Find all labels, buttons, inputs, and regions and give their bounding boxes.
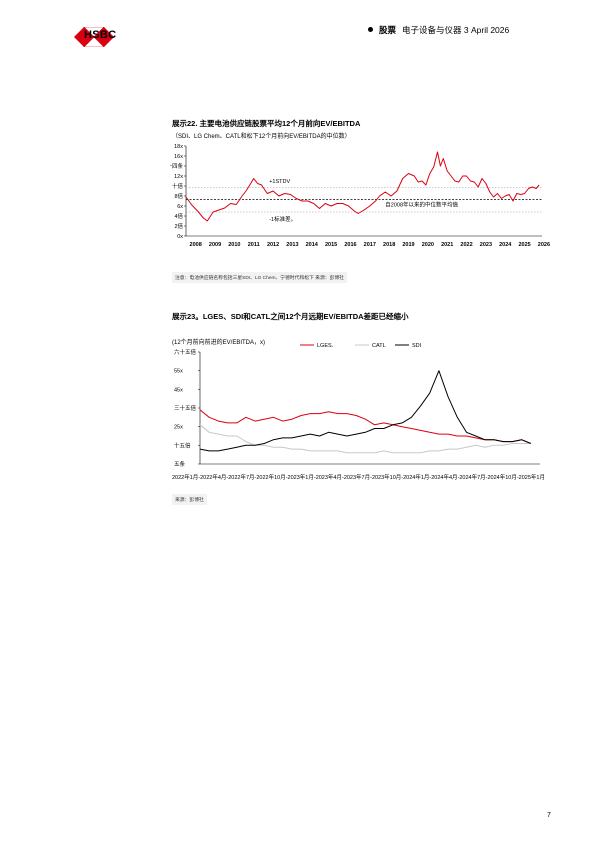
- x-tick-label: 2025: [518, 242, 530, 248]
- legend-label: SDI: [412, 343, 422, 349]
- x-tick-label: 2010: [228, 242, 240, 248]
- chart23-source: 来源：彭博社: [172, 494, 207, 505]
- chart22: 0x 2倍 4倍 6x 8倍 十倍 12x 十四条 16x 18x 2008 2009 2010 2011…: [170, 144, 550, 248]
- y-tick-label: 18x: [174, 144, 183, 150]
- x-tick-label: 2016: [344, 242, 356, 248]
- legend-label: LGES.: [317, 343, 334, 349]
- x-tick-label: 2022: [460, 242, 472, 248]
- page-header: 股票 电子设备与仪器 3 April 2026: [368, 24, 509, 36]
- y-tick-label: 十五倍: [174, 441, 191, 449]
- brand-name: HSBC: [84, 29, 117, 41]
- x-tick-label: 2008: [190, 242, 202, 248]
- section-label: 股票: [379, 25, 397, 35]
- series-line: [185, 151, 540, 222]
- legend-label: CATL: [372, 343, 386, 349]
- chart22-source: 注意：电池供应链名称包括三星SDI、LG Chem、宁德时代和松下 来源：彭博社: [172, 272, 347, 283]
- bullet-icon: [368, 27, 373, 32]
- chart22-subtitle: （SDI、LG Chem、CATL和松下12个月前向EV/EBITDA的中位数）: [172, 134, 351, 140]
- chart23-subtitle: (12个月前向前进的EV/EBITDA，x): [172, 340, 266, 346]
- y-tick-label: 12x: [174, 174, 183, 180]
- y-tick-label: 2倍: [174, 222, 183, 230]
- x-tick-label: 2023: [480, 242, 492, 248]
- page-number: 7: [547, 812, 551, 819]
- x-tick-label: 2021: [441, 242, 453, 248]
- y-tick-label: 16x: [174, 154, 183, 160]
- annotation-minus-stdv: -1标准差。: [269, 215, 296, 223]
- y-tick-label: 三十五倍: [174, 404, 197, 412]
- y-tick-label: 25x: [174, 425, 183, 431]
- x-tick-label: 2026: [538, 242, 550, 248]
- y-tick-label: 55x: [174, 369, 183, 375]
- x-tick-label: 2012: [267, 242, 279, 248]
- x-tick-label: 2013: [286, 242, 298, 248]
- annotation-median: 自2008年以来的中位数平均值: [385, 201, 458, 209]
- x-tick-label: 2017: [364, 242, 376, 248]
- y-tick-label: 4倍: [174, 212, 183, 220]
- x-tick-label: 2015: [325, 242, 337, 248]
- y-tick-label: 十倍: [172, 182, 184, 190]
- series-line-lges: [199, 409, 531, 444]
- annotation-plus-stdv: +1STDV: [269, 179, 290, 185]
- y-tick-label: 六十五倍: [174, 348, 197, 356]
- x-tick-label: 2018: [383, 242, 395, 248]
- chart23: 五条 十五倍 25x 三十五倍 45x 55x 六十五倍 2022年1月-2022年4月-20…: [172, 343, 545, 481]
- x-tick-label: 2011: [248, 242, 260, 248]
- chart23-title: 展示23。LGES、SDI和CATL之间12个月远期EV/EBITDA差距已经缩…: [172, 312, 409, 321]
- series-line-sdi: [199, 370, 531, 452]
- hsbc-logo: [74, 27, 114, 47]
- x-tick-label: 2024: [499, 242, 512, 248]
- x-tick-label: 2009: [209, 242, 221, 248]
- y-tick-label: 8倍: [174, 192, 183, 200]
- header-info: 电子设备与仪器 3 April 2026: [402, 25, 510, 35]
- chart22-title: 展示22. 主要电池供应链股票平均12个月前向EV/EBITDA: [172, 119, 361, 128]
- x-tick-label: 2014: [306, 242, 319, 248]
- x-axis-labels: 2022年1月-2022年4月-2022年7月-2022年10月-2023年1月…: [172, 473, 545, 481]
- y-tick-label: 0x: [177, 234, 183, 240]
- y-tick-label: 十四条: [170, 162, 183, 170]
- y-tick-label: 45x: [174, 387, 183, 393]
- x-tick-label: 2019: [402, 242, 414, 248]
- y-tick-label: 五条: [174, 460, 186, 468]
- y-tick-label: 6x: [177, 204, 183, 210]
- x-tick-label: 2020: [422, 242, 434, 248]
